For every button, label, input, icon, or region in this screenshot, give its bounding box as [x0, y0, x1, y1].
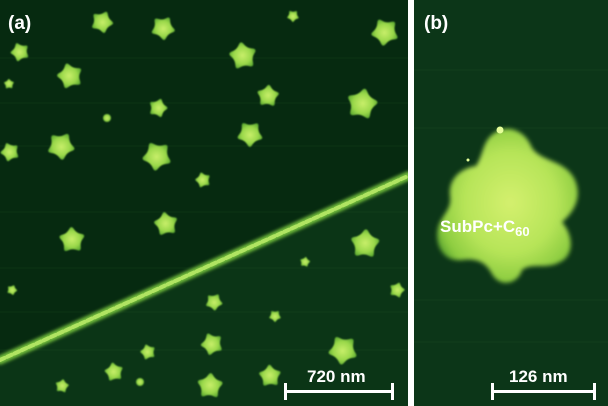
molecular-island	[237, 123, 263, 147]
molecular-island	[348, 88, 378, 119]
lower-terrace	[0, 180, 408, 406]
step-edge	[0, 171, 408, 365]
scale-bar-a	[284, 383, 394, 400]
molecular-island	[371, 19, 398, 46]
bright-spot	[496, 126, 504, 134]
panel-a-label: (a)	[8, 13, 32, 34]
large-molecular-island	[437, 128, 578, 283]
molecular-island	[57, 63, 82, 89]
stm-image-panel-a: (a) 720 nm	[0, 0, 408, 406]
molecular-island	[59, 227, 85, 252]
molecular-island	[92, 11, 114, 33]
panel-b-label: (b)	[424, 13, 449, 34]
molecular-island	[0, 143, 19, 162]
molecular-island	[259, 364, 281, 386]
molecular-island	[206, 294, 223, 311]
molecular-island	[104, 362, 123, 381]
molecular-island	[351, 229, 380, 257]
molecular-island	[103, 114, 111, 122]
molecular-island	[195, 172, 210, 188]
molecular-island	[287, 10, 299, 23]
scale-bar-a-label: 720 nm	[307, 367, 366, 386]
molecular-island	[257, 84, 279, 106]
molecular-island	[7, 285, 18, 296]
stm-image-b-canvas	[414, 69, 608, 343]
molecular-island	[300, 256, 311, 267]
stm-image-panel-b: (b) SubPc+C60 126 nm	[414, 0, 608, 406]
island-label-subscript: 60	[515, 224, 530, 239]
stm-image-a-canvas	[0, 10, 408, 406]
scale-bar-b-label: 126 nm	[509, 367, 568, 386]
scan-lines	[0, 57, 408, 351]
molecular-island	[154, 212, 177, 235]
molecular-island	[229, 42, 256, 69]
molecular-island	[269, 310, 281, 323]
molecular-island	[142, 142, 171, 171]
island-label-main: SubPc+C	[440, 217, 516, 236]
molecular-island	[136, 378, 144, 386]
island-composition-label: SubPc+C60	[440, 218, 530, 238]
molecular-island	[10, 43, 29, 62]
bright-spot	[466, 158, 470, 162]
molecular-island	[55, 379, 69, 393]
molecular-island	[328, 336, 357, 365]
molecular-islands	[0, 10, 405, 398]
scale-bar-b	[491, 383, 596, 400]
molecular-island	[197, 373, 223, 398]
molecular-island	[48, 133, 75, 160]
molecular-island	[151, 17, 175, 41]
molecular-island	[390, 282, 405, 298]
molecular-island	[150, 98, 168, 118]
molecular-island	[140, 344, 155, 360]
scan-lines-b	[414, 69, 608, 343]
molecular-island	[200, 333, 222, 355]
molecular-island	[4, 78, 14, 89]
